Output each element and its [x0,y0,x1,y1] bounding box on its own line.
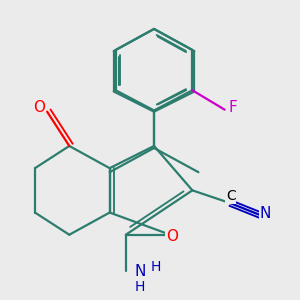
Text: H: H [151,260,161,274]
Text: F: F [228,100,237,115]
Text: O: O [33,100,45,115]
Text: O: O [166,229,178,244]
Text: N: N [259,206,271,221]
Text: H: H [135,280,145,294]
Text: N: N [134,264,146,279]
Text: C: C [226,189,236,203]
